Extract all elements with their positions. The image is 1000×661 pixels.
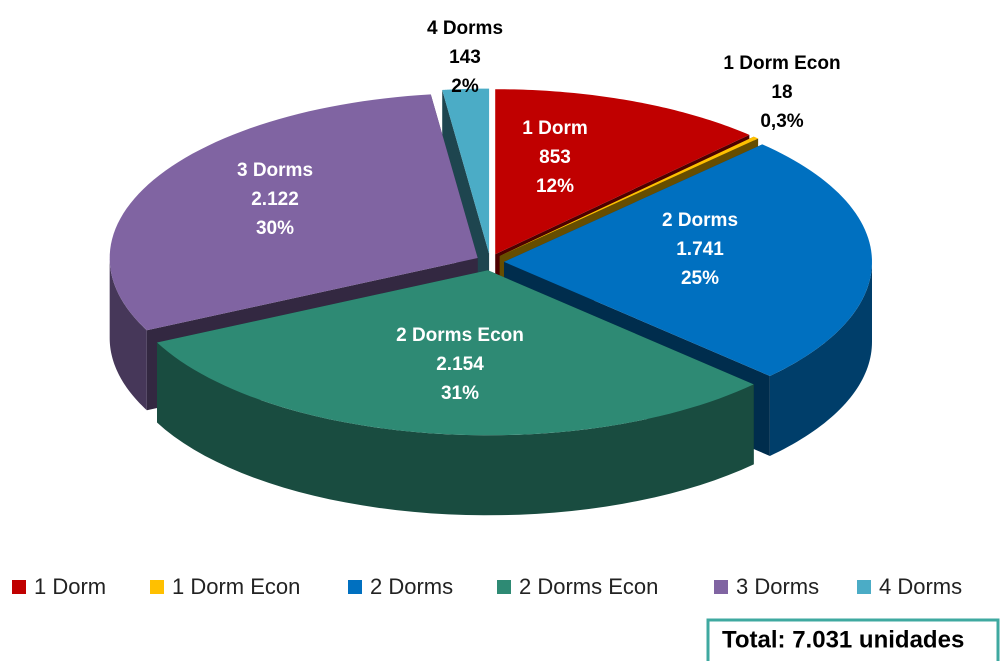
- slice-rim: [157, 342, 754, 516]
- data-label: 1 Dorm Econ: [723, 53, 840, 74]
- data-label: 2.122: [251, 189, 299, 210]
- data-label: 31%: [441, 383, 479, 404]
- data-label: 18: [771, 82, 792, 103]
- legend-swatch: [348, 580, 362, 594]
- data-label: 143: [449, 47, 481, 68]
- data-labels: 1 Dorm 853 12% 1 Dorm Econ 18 0,3% 2 Dorms 1.74…: [237, 18, 841, 404]
- legend-label: 4 Dorms: [879, 574, 962, 599]
- legend-label: 1 Dorm: [34, 574, 106, 599]
- data-label: 2 Dorms: [662, 210, 738, 231]
- data-label: 25%: [681, 268, 719, 289]
- legend-label: 3 Dorms: [736, 574, 819, 599]
- slice: [109, 94, 478, 331]
- data-label: 1 Dorm: [522, 118, 587, 139]
- legend-label: 2 Dorms Econ: [519, 574, 658, 599]
- legend-swatch: [497, 580, 511, 594]
- annotation: Total: 7.031 unidades: [722, 626, 964, 653]
- data-label: 2%: [451, 76, 479, 97]
- pie-tops: [109, 88, 872, 436]
- slice: [442, 88, 490, 254]
- data-label: 30%: [256, 218, 294, 239]
- legend-swatch: [857, 580, 871, 594]
- legend-label: 1 Dorm Econ: [172, 574, 300, 599]
- legend-swatch: [150, 580, 164, 594]
- slice: [157, 270, 754, 436]
- data-label: 0,3%: [760, 111, 803, 132]
- slice: [495, 89, 750, 255]
- data-label: 3 Dorms: [237, 160, 313, 181]
- legend-swatch: [12, 580, 26, 594]
- legend: 1 Dorm 1 Dorm Econ 2 Dorms 2 Dorms Econ 3 Do…: [12, 574, 962, 599]
- slice-rim: [109, 258, 147, 411]
- slice: [499, 136, 759, 256]
- legend-label: 2 Dorms: [370, 574, 453, 599]
- legend-swatch: [714, 580, 728, 594]
- data-label: 853: [539, 147, 571, 168]
- data-label: 2 Dorms Econ: [396, 325, 524, 346]
- data-label: 12%: [536, 176, 574, 197]
- slice: [503, 144, 872, 376]
- data-label: 1.741: [676, 239, 724, 260]
- slice-rim: [769, 261, 872, 456]
- data-label: 4 Dorms: [427, 18, 503, 39]
- data-label: 2.154: [436, 354, 484, 375]
- annotation-box: [706, 618, 1000, 661]
